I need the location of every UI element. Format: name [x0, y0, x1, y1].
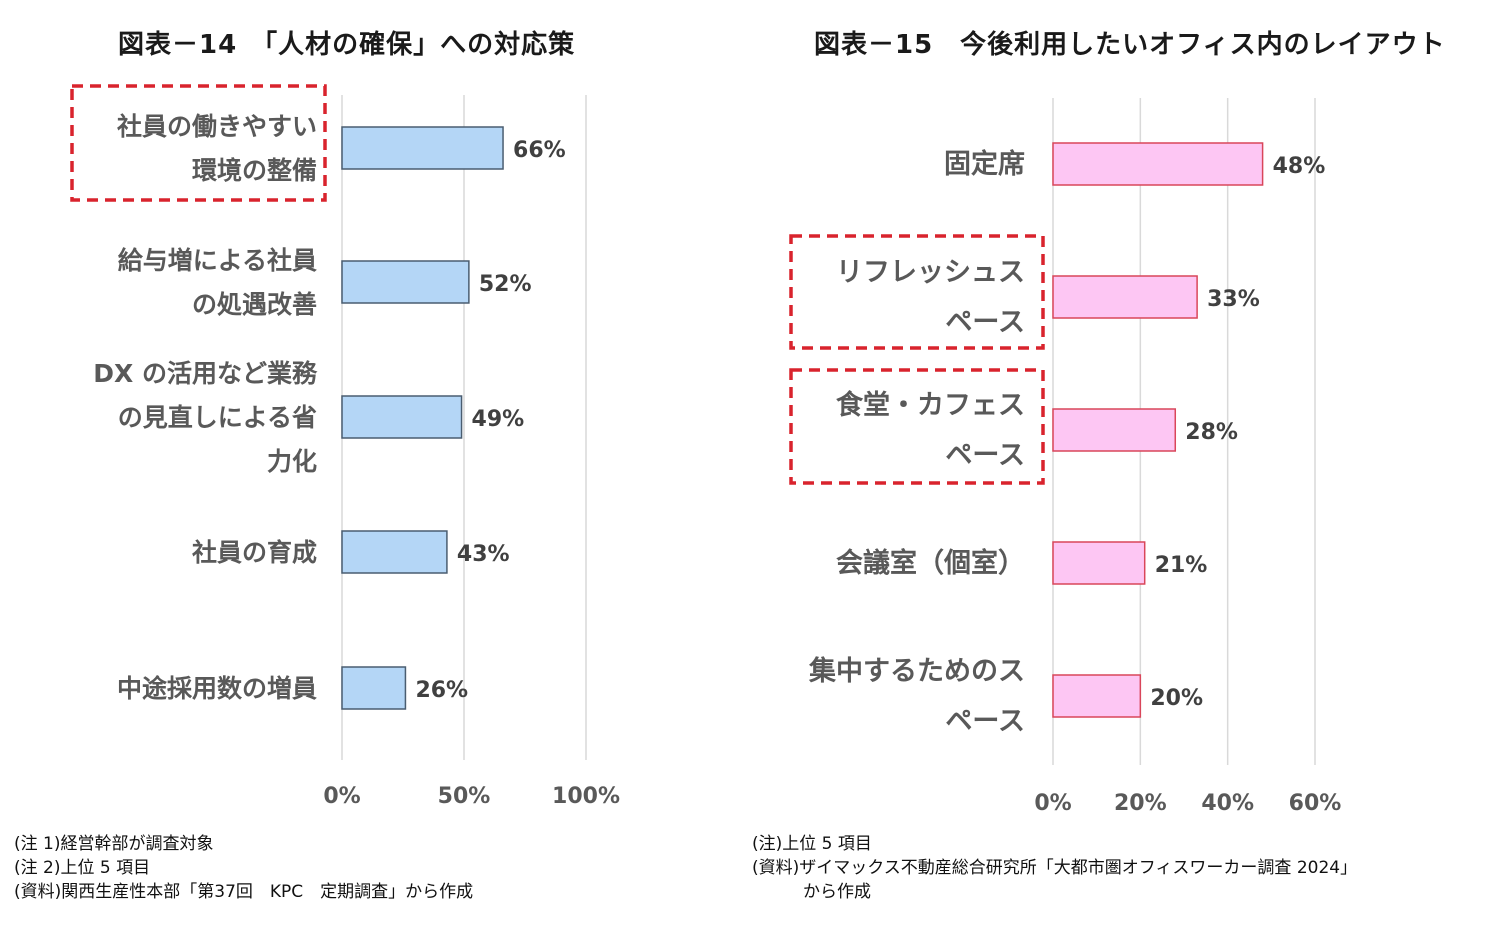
bar — [1052, 408, 1177, 452]
note-line: (資料)ザイマックス不動産総合研究所「大都市圏オフィスワーカー調査 2024」 — [752, 858, 1358, 878]
category-label: 集中するためのス — [808, 655, 1025, 687]
category-label: 環境の整備 — [192, 156, 317, 185]
bar — [341, 260, 470, 304]
category-label: 食堂・カフェス — [836, 389, 1025, 421]
category-label: 社員の育成 — [192, 538, 317, 567]
chart-14: 図表－14 「人材の確保」への対応策 0% 50% 100% 66% 社員の働きやすい環… — [0, 0, 740, 933]
category-label: 中途採用数の増員 — [117, 674, 317, 703]
chart-title: 図表－15 今後利用したいオフィス内のレイアウト — [814, 30, 1446, 60]
category-label: ペース — [945, 307, 1025, 338]
data-label: 49% — [472, 407, 525, 432]
category-label: ペース — [945, 706, 1025, 737]
chart-15: 図表－15 今後利用したいオフィス内のレイアウト 0% 20% 40% 60% 48% 固… — [740, 0, 1494, 933]
data-label: 43% — [457, 542, 510, 567]
x-tick-label: 50% — [438, 784, 491, 809]
highlight-box — [789, 368, 1045, 485]
data-label: 66% — [513, 138, 566, 163]
data-label: 28% — [1185, 420, 1238, 445]
note-line: (資料)関西生産性本部「第37回 KPC 定期調査」から作成 — [14, 882, 474, 902]
category-label: ペース — [945, 440, 1025, 471]
category-label: DX の活用など業務 — [93, 359, 318, 388]
bar — [1052, 541, 1146, 585]
note-line: (注)上位 5 項目 — [752, 834, 872, 854]
category-label: の処遇改善 — [192, 290, 317, 319]
bar — [1052, 275, 1198, 319]
category-label: 力化 — [267, 447, 317, 476]
highlight-box — [70, 84, 327, 202]
bar — [341, 530, 448, 574]
x-tick-label: 0% — [1034, 791, 1071, 816]
chart-title: 図表－14 「人材の確保」への対応策 — [118, 30, 576, 60]
x-tick-label: 40% — [1201, 791, 1254, 816]
note-line: (注 2)上位 5 項目 — [14, 858, 151, 878]
note-line: (注 1)経営幹部が調査対象 — [14, 834, 214, 854]
chart-notes: (注)上位 5 項目 (資料)ザイマックス不動産総合研究所「大都市圏オフィスワーカ… — [752, 832, 1357, 904]
bar — [341, 126, 504, 170]
note-line: から作成 — [752, 882, 871, 902]
bar — [1052, 142, 1264, 186]
category-label: 給与増による社員 — [118, 246, 317, 275]
category-label: の見直しによる省 — [118, 403, 317, 432]
highlight-box — [789, 234, 1045, 350]
bar — [341, 395, 463, 439]
bar — [341, 666, 407, 710]
category-label: リフレッシュス — [836, 257, 1025, 288]
category-label: 社員の働きやすい — [117, 112, 317, 141]
data-label: 48% — [1273, 154, 1326, 179]
category-label: 会議室（個室） — [836, 547, 1025, 579]
data-label: 20% — [1150, 686, 1203, 711]
data-label: 33% — [1207, 287, 1260, 312]
data-label: 52% — [479, 272, 532, 297]
x-tick-label: 60% — [1289, 791, 1342, 816]
data-label: 26% — [415, 678, 468, 703]
x-tick-label: 0% — [323, 784, 360, 809]
category-label: 固定席 — [944, 148, 1025, 180]
data-label: 21% — [1155, 553, 1208, 578]
chart-notes: (注 1)経営幹部が調査対象 (注 2)上位 5 項目 (資料)関西生産性本部「第3… — [14, 832, 473, 904]
x-tick-label: 20% — [1114, 791, 1167, 816]
x-tick-label: 100% — [552, 784, 620, 809]
bar — [1052, 674, 1142, 718]
